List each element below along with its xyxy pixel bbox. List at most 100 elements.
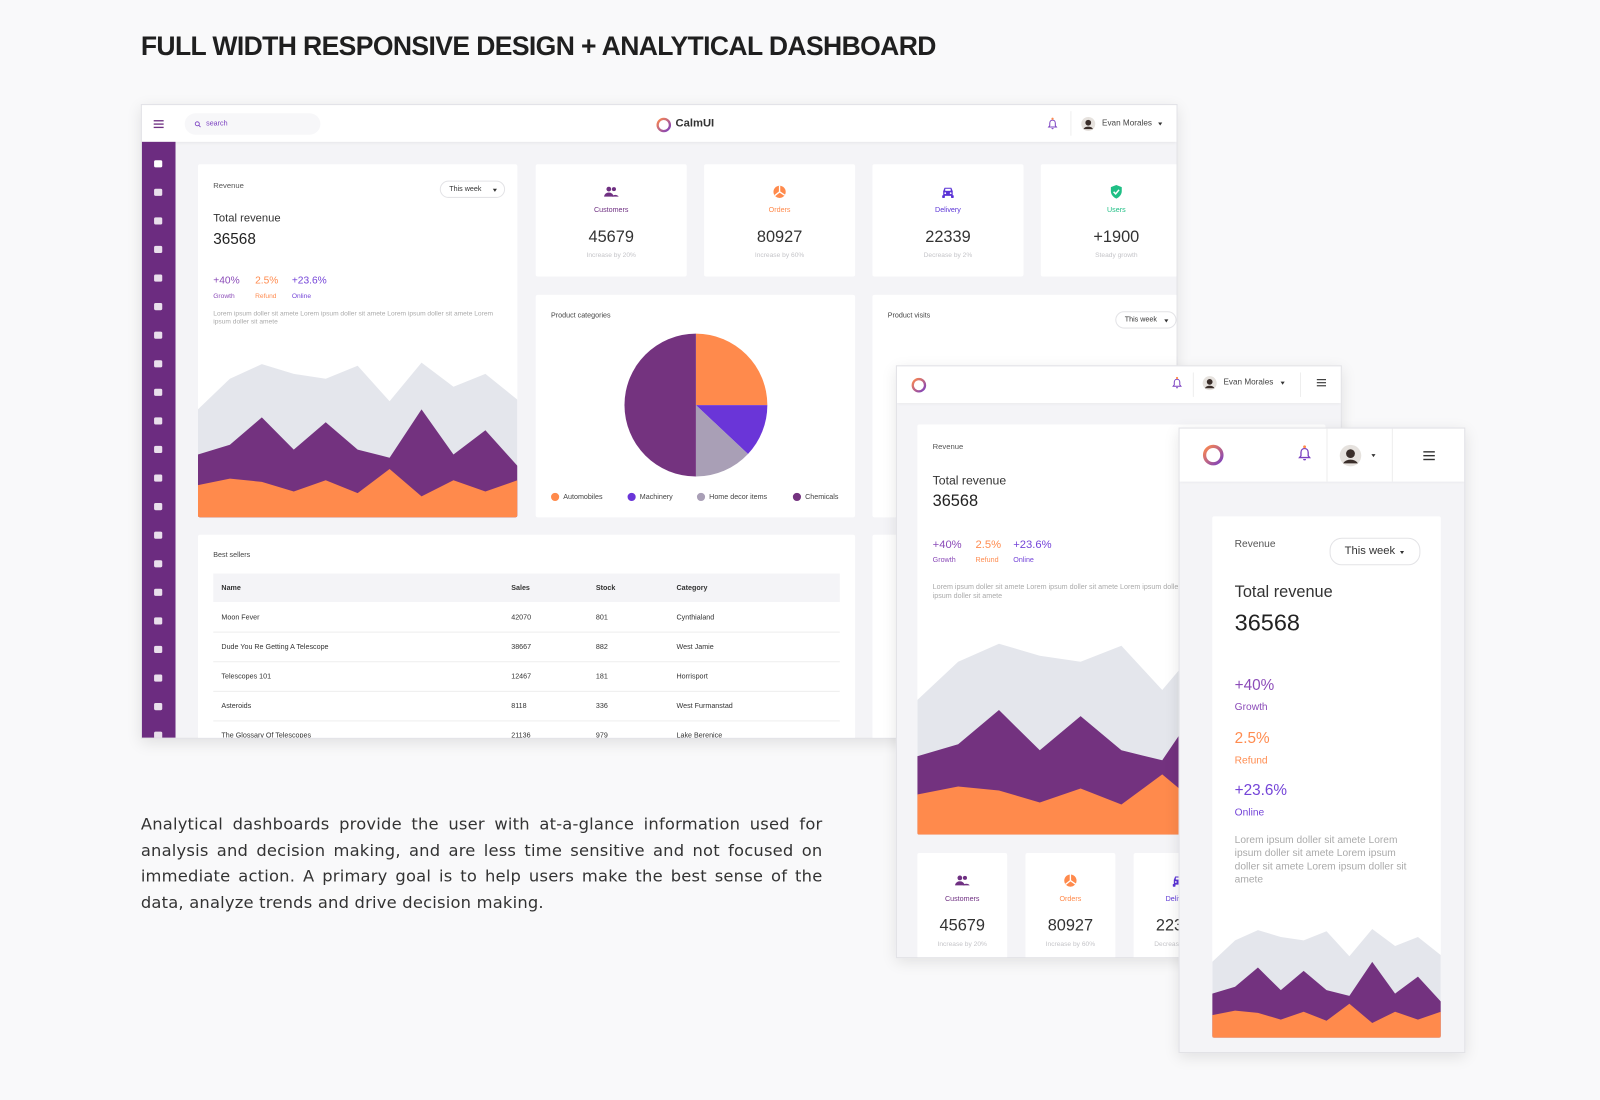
revenue-text: Lorem ipsum doller sit amete Lorem ipsum…	[213, 310, 494, 326]
sidebar-icon[interactable]	[154, 474, 163, 482]
avatar[interactable]	[1338, 443, 1361, 466]
sidebar-icon[interactable]	[154, 560, 163, 568]
kpi-card: Customers 45679 Increase by 20%	[535, 164, 687, 277]
sidebar-icon[interactable]	[154, 331, 163, 339]
icon-shape	[153, 122, 164, 125]
kpi-note: Increase by 20%	[586, 252, 636, 260]
icon-shape	[1065, 874, 1076, 885]
icon-shape	[606, 186, 612, 192]
table-cell: West Furmanstad	[676, 702, 733, 710]
period-select[interactable]: This week	[439, 180, 506, 198]
revenue-title: Total revenue	[932, 473, 1007, 488]
stat-value: +23.6%	[1234, 781, 1288, 799]
icon-shape	[1342, 459, 1358, 463]
revenue-card: Revenue This week Total revenue 36568 +40% Gr…	[1212, 516, 1441, 1038]
kpi-value: 80927	[1047, 917, 1094, 935]
sidebar-icon[interactable]	[154, 417, 163, 425]
revenue-title: Total revenue	[213, 212, 281, 225]
icon-shape	[1084, 119, 1091, 126]
period-select[interactable]: This week	[1329, 537, 1421, 566]
column-header: Category	[676, 584, 708, 592]
sidebar-icon[interactable]	[154, 303, 163, 311]
icon-shape	[153, 119, 164, 121]
page-title: FULL WIDTH RESPONSIVE DESIGN + ANALYTICA…	[140, 30, 937, 62]
icon-shape	[1110, 185, 1122, 199]
sidebar-icon[interactable]	[154, 703, 163, 711]
categories-title: Product categories	[551, 312, 611, 320]
stat-label: Online	[1013, 557, 1034, 565]
sidebar-icon[interactable]	[154, 360, 163, 368]
sidebar-icon[interactable]	[154, 588, 163, 596]
kpi-icon	[1064, 874, 1077, 887]
icon-shape	[955, 881, 965, 886]
avatar[interactable]	[1080, 116, 1095, 131]
stat-value: +40%	[213, 275, 240, 287]
legend-label: Home decor items	[709, 493, 768, 501]
revenue-card: Revenue This week Total revenue 36568 +40% Gr…	[197, 164, 518, 518]
stat-label: Online	[1234, 807, 1265, 819]
user-name[interactable]: Evan Morales	[1223, 377, 1274, 387]
icon-shape	[1206, 378, 1213, 385]
sidebar-icon[interactable]	[154, 531, 163, 539]
table-cell: 336	[595, 702, 608, 710]
icon-shape	[1175, 386, 1178, 388]
revenue-text: Lorem ipsum doller sit amete Lorem ipsum…	[932, 583, 1234, 600]
menu-button[interactable]	[152, 117, 165, 130]
icon-shape	[1082, 126, 1093, 129]
kpi-note: Increase by 60%	[1045, 940, 1096, 948]
table-cell: 38667	[511, 643, 532, 651]
notifications[interactable]	[1045, 117, 1058, 130]
sidebar-icon[interactable]	[154, 645, 163, 654]
period-select[interactable]: This week	[1115, 311, 1177, 329]
bestsellers-card: Best sellers Name Sales Stock Category Moon F…	[197, 534, 856, 738]
legend-label: Machinery	[639, 493, 673, 501]
stat-label: Growth	[932, 557, 956, 565]
sidebar-icon[interactable]	[154, 445, 163, 454]
sidebar-icon[interactable]	[154, 160, 163, 168]
sidebar-icon[interactable]	[154, 503, 163, 511]
top-bar: search CalmUI Evan Morales	[141, 105, 1177, 142]
sidebar-icon[interactable]	[154, 274, 163, 282]
search-box[interactable]: search	[184, 113, 321, 135]
kpi-label: Orders	[768, 207, 791, 215]
table-cell: Horrisport	[676, 672, 708, 681]
sidebar-icon[interactable]	[154, 731, 163, 738]
icon-shape	[962, 883, 970, 886]
avatar[interactable]	[1202, 375, 1217, 390]
caret	[1280, 381, 1285, 385]
icon-shape	[194, 120, 200, 126]
sidebar-icon[interactable]	[154, 617, 163, 625]
table-cell: 8118	[511, 702, 527, 710]
revenue-value: 36568	[1234, 609, 1300, 636]
notifications[interactable]	[1170, 376, 1183, 389]
kpi-icon	[942, 187, 954, 198]
sidebar-icon[interactable]	[154, 245, 163, 254]
legend-label: Chemicals	[805, 493, 839, 501]
sidebar-icon[interactable]	[154, 217, 163, 225]
search-placeholder: search	[206, 120, 228, 128]
period-label: This week	[1124, 315, 1157, 323]
icon-shape	[1050, 127, 1054, 129]
icon-shape	[1171, 378, 1182, 387]
top-bar: Evan Morales	[896, 366, 1341, 404]
pie-slice	[695, 333, 768, 406]
icon-shape	[945, 188, 951, 191]
icon-shape	[1422, 450, 1435, 453]
sidebar-icon[interactable]	[154, 388, 163, 396]
menu-button[interactable]	[1421, 447, 1436, 462]
user-name[interactable]: Evan Morales	[1102, 118, 1152, 128]
sidebar-icon[interactable]	[154, 188, 163, 196]
stat-value: 2.5%	[255, 275, 279, 287]
notifications[interactable]	[1295, 444, 1312, 461]
caret	[1164, 318, 1169, 322]
kpi-note: Increase by 60%	[754, 252, 805, 260]
table-cell: Moon Fever	[221, 613, 260, 621]
sidebar-icon[interactable]	[154, 674, 163, 682]
menu-button[interactable]	[1315, 377, 1327, 389]
pie-slice	[624, 333, 696, 477]
kpi-label: Orders	[1059, 895, 1082, 904]
logo	[655, 117, 671, 132]
kpi-card: Customers 45679 Increase by 20%	[917, 853, 1008, 958]
icon-shape	[1113, 189, 1120, 195]
